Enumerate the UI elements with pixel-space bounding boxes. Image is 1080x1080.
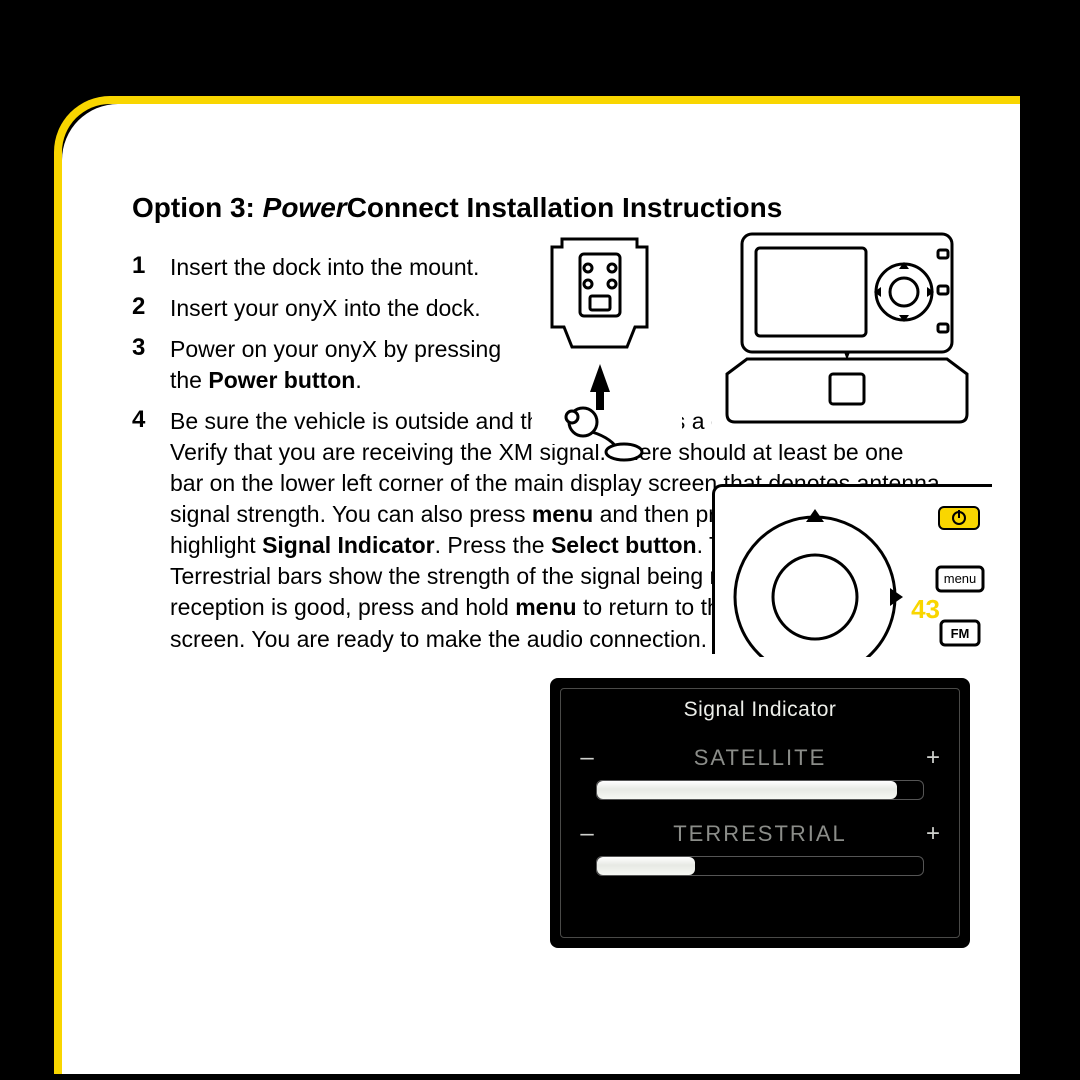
step3-c: . xyxy=(355,367,361,393)
step-text: Insert the dock into the mount. xyxy=(170,252,510,283)
minus-icon: – xyxy=(578,744,596,772)
step-number: 3 xyxy=(132,334,170,396)
s4-sig: Signal Indicator xyxy=(262,532,435,558)
s4-menu2: menu xyxy=(515,594,576,620)
page-title: Option 3: PowerConnect Installation Inst… xyxy=(132,192,940,224)
step-number: 1 xyxy=(132,252,170,283)
s4-sel: Select button xyxy=(551,532,697,558)
s4-d: . Press the xyxy=(435,532,551,558)
terrestrial-label: TERRESTRIAL xyxy=(610,821,910,847)
satellite-row: – SATELLITE + xyxy=(578,744,942,772)
step-number: 2 xyxy=(132,293,170,324)
step-text: Insert your onyX into the dock. xyxy=(170,293,510,324)
step3-bold: Power button xyxy=(208,367,355,393)
satellite-bar-fill xyxy=(597,781,897,799)
plus-icon: + xyxy=(924,820,942,848)
title-rest: Connect Installation Instructions xyxy=(347,192,783,223)
terrestrial-bar xyxy=(596,856,924,876)
page-content: Option 3: PowerConnect Installation Inst… xyxy=(62,104,1020,655)
device-dock-illustration xyxy=(712,224,982,444)
fm-button-label: FM xyxy=(951,626,970,641)
step-text: Power on your onyX by pressing the Power… xyxy=(170,334,510,396)
satellite-bar xyxy=(596,780,924,800)
manual-page: Option 3: PowerConnect Installation Inst… xyxy=(62,104,1020,1074)
plus-icon: + xyxy=(924,744,942,772)
terrestrial-bar-fill xyxy=(597,857,695,875)
page-number: 43 xyxy=(911,594,940,625)
s4-menu1: menu xyxy=(532,501,593,527)
minus-icon: – xyxy=(578,820,596,848)
step-number: 4 xyxy=(132,406,170,654)
satellite-label: SATELLITE xyxy=(610,745,910,771)
title-prefix: Option 3: xyxy=(132,192,263,223)
title-italic: Power xyxy=(263,192,347,223)
terrestrial-row: – TERRESTRIAL + xyxy=(578,820,942,848)
menu-button-label: menu xyxy=(944,571,977,586)
mount-illustration xyxy=(532,234,682,444)
signal-title: Signal Indicator xyxy=(578,698,942,722)
signal-indicator-screen: Signal Indicator – SATELLITE + – TERREST… xyxy=(550,678,970,948)
device-controls-illustration: menu FM xyxy=(712,484,992,654)
